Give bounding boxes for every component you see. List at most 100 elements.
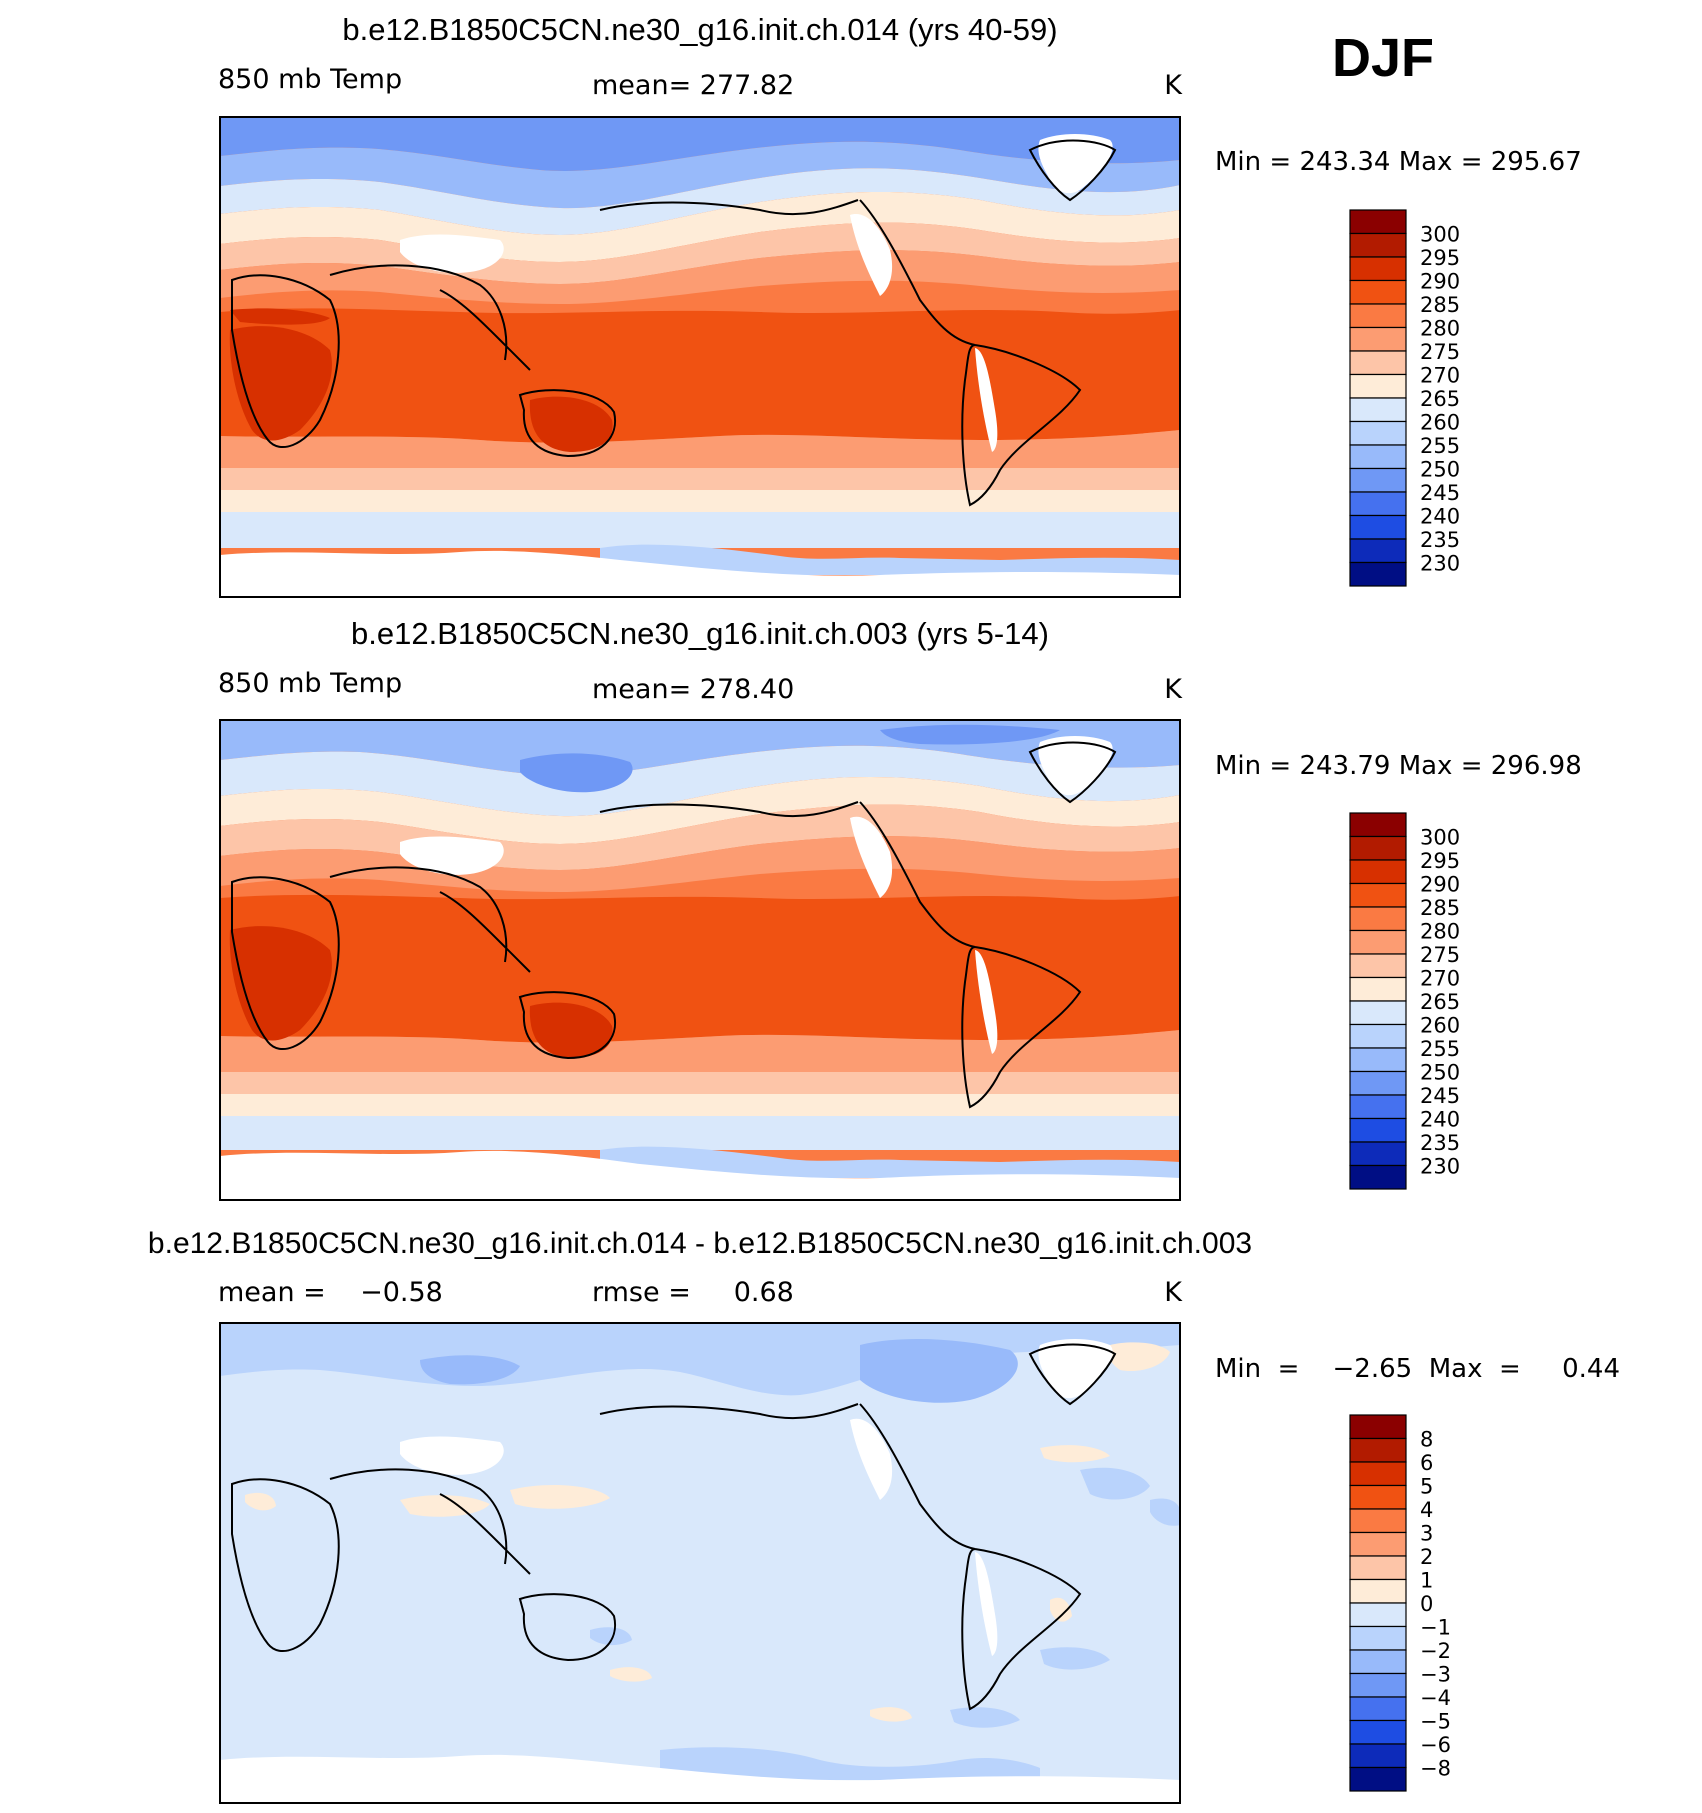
colorbar-1-swatch (1349, 420, 1407, 446)
panel-1-title: b.e12.B1850C5CN.ne30_g16.init.ch.014 (yr… (342, 12, 1057, 47)
colorbar-3-label: −3 (1420, 1663, 1451, 1687)
panel-1-andes-ice (975, 348, 998, 452)
panel-3-title: b.e12.B1850C5CN.ne30_g16.init.ch.014 - b… (148, 1227, 1252, 1260)
panel-1-band-s-light (220, 468, 1180, 490)
colorbar-1-swatch (1349, 326, 1407, 352)
colorbar-1-swatch (1349, 397, 1407, 423)
colorbar-2-label: 255 (1420, 1037, 1460, 1061)
panel-3-minmax-label: Min = −2.65 Max = 0.44 (1215, 1354, 1620, 1384)
colorbar-2-swatch (1349, 835, 1407, 861)
colorbar-2-swatch (1349, 929, 1407, 955)
colorbar-2-swatch (1349, 1070, 1407, 1096)
colorbar-1-swatch (1349, 350, 1407, 376)
colorbar-1-label: 250 (1420, 458, 1460, 482)
colorbar-2-label: 230 (1420, 1155, 1460, 1179)
colorbar-1-label: 230 (1420, 552, 1460, 576)
colorbar-2-swatch (1349, 906, 1407, 932)
panel-2-minmax-label: Min = 243.79 Max = 296.98 (1215, 751, 1582, 781)
panel-2-coastlines (231, 741, 1117, 1109)
panel-2-himalaya-ice (400, 836, 504, 875)
colorbar-2-swatch (1349, 1047, 1407, 1073)
colorbar-3-swatch (1349, 1719, 1407, 1745)
panel-2-title: b.e12.B1850C5CN.ne30_g16.init.ch.003 (yr… (351, 616, 1049, 651)
colorbar-3-label: −1 (1420, 1616, 1451, 1640)
colorbar-1-label: 260 (1420, 411, 1460, 435)
colorbar-2-label: 240 (1420, 1108, 1460, 1132)
panel-3-map-base (220, 1323, 1180, 1803)
panel-2-africa-hot (229, 926, 332, 1041)
colorbar-1-swatch (1349, 467, 1407, 493)
panel-2-band-s-blue (220, 1116, 1180, 1150)
colorbar-1-label: 295 (1420, 246, 1460, 270)
colorbar-3-label: −8 (1420, 1757, 1451, 1781)
colorbar-3-swatch (1349, 1484, 1407, 1510)
panel-1-mean-label: mean= 277.82 (592, 70, 794, 101)
colorbar-1-label: 300 (1420, 223, 1460, 247)
panel-3-greenland-ice (1038, 1339, 1113, 1399)
colorbar-1-swatch (1349, 444, 1407, 470)
colorbar-1: 3002952902852802752702652602552502452402… (1349, 209, 1460, 587)
panel-1-variable-label: 850 mb Temp (218, 64, 402, 95)
colorbar-3-label: 3 (1420, 1522, 1433, 1546)
colorbar-1-swatch (1349, 514, 1407, 540)
colorbar-1-swatch (1349, 561, 1407, 587)
panel-2-band-n-mild (220, 745, 1180, 817)
panel-2-band-tropic (220, 894, 1180, 1043)
panel-1-greenland-ice (1038, 134, 1113, 194)
panel-3: b.e12.B1850C5CN.ne30_g16.init.ch.014 - b… (148, 1227, 1620, 1804)
panel-3-map (220, 1323, 1180, 1803)
colorbar-1-label: 280 (1420, 317, 1460, 341)
colorbar-2-label: 295 (1420, 849, 1460, 873)
colorbar-1-label: 240 (1420, 505, 1460, 529)
panel-1-map (220, 117, 1180, 597)
panel-1-antarctic-shelf (600, 544, 1180, 575)
panel-3-map-frame (219, 1322, 1181, 1804)
colorbar-3-swatch (1349, 1437, 1407, 1463)
colorbar-3-swatch (1349, 1743, 1407, 1769)
panel-1: b.e12.B1850C5CN.ne30_g16.init.ch.014 (yr… (218, 12, 1582, 598)
panel-1-band-s-peach (220, 430, 1180, 468)
panel-2-north-pacific-cold (520, 724, 1060, 793)
colorbar-1-swatch (1349, 279, 1407, 305)
panel-3-warm-patches (245, 1445, 1110, 1722)
colorbar-3-label: −2 (1420, 1639, 1451, 1663)
colorbar-3-label: 4 (1420, 1498, 1433, 1522)
colorbar-2-swatch (1349, 882, 1407, 908)
colorbar-3-label: −6 (1420, 1733, 1451, 1757)
panel-2-variable-label: 850 mb Temp (218, 668, 402, 699)
colorbar-2-label: 285 (1420, 896, 1460, 920)
panel-3-units-label: K (1164, 1277, 1183, 1308)
panel-1-australia-hot (529, 396, 613, 452)
colorbar-1-swatch (1349, 373, 1407, 399)
colorbar-2-swatch (1349, 1023, 1407, 1049)
colorbar-1-swatch (1349, 303, 1407, 329)
colorbar-3-label: 2 (1420, 1545, 1433, 1569)
panel-3-mean-label: mean = −0.58 (218, 1277, 443, 1308)
panel-2-rockies-ice (850, 816, 893, 898)
season-label: DJF (1332, 28, 1434, 88)
colorbar-2-label: 280 (1420, 920, 1460, 944)
colorbar-1-label: 270 (1420, 364, 1460, 388)
colorbar-1-label: 285 (1420, 293, 1460, 317)
panel-1-coastlines (231, 139, 1117, 507)
panel-2-band-s-peach (220, 1030, 1180, 1072)
panel-3-himalaya-ice (400, 1436, 504, 1475)
colorbar-2-swatch (1349, 1000, 1407, 1026)
panel-2-band-n-cream (220, 777, 1180, 844)
colorbar-3-label: 5 (1420, 1475, 1433, 1499)
colorbar-2-label: 265 (1420, 990, 1460, 1014)
colorbar-3-swatch (1349, 1625, 1407, 1651)
colorbar-2-label: 245 (1420, 1084, 1460, 1108)
panel-1-band-n-cool (220, 141, 1180, 209)
panel-3-rmse-label: rmse = 0.68 (592, 1277, 794, 1308)
colorbar-2-label: 235 (1420, 1131, 1460, 1155)
panel-2-australia-hot (529, 1002, 613, 1058)
colorbar-3-swatch (1349, 1461, 1407, 1487)
panel-3-andes-ice (975, 1552, 998, 1656)
colorbar-3-label: 1 (1420, 1569, 1433, 1593)
colorbar-2-swatch (1349, 976, 1407, 1002)
panel-1-minmax-label: Min = 243.34 Max = 295.67 (1215, 147, 1582, 177)
colorbar-1-label: 245 (1420, 481, 1460, 505)
panel-1-antarctica (220, 550, 1180, 597)
panel-1-africa-hot (229, 326, 332, 441)
